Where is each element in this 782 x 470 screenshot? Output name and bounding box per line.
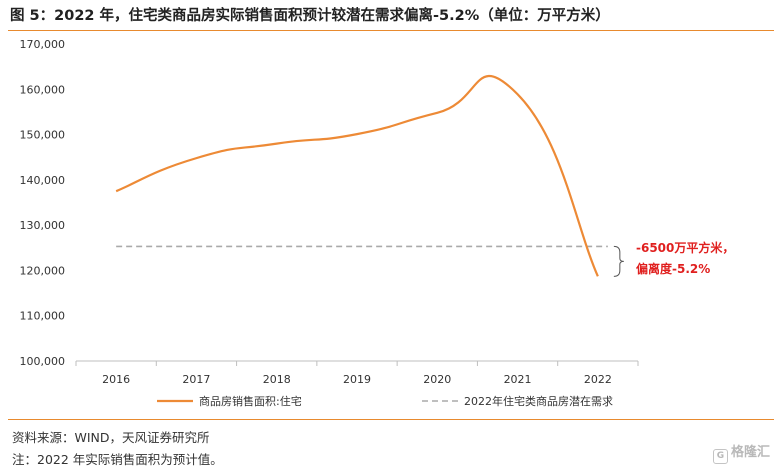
- sales-area-line: [115, 74, 599, 277]
- y-tick-label: 170,000: [20, 38, 66, 51]
- y-tick-label: 140,000: [20, 174, 66, 187]
- y-tick-label: 160,000: [20, 83, 66, 96]
- x-tick-label: 2022: [584, 373, 612, 386]
- x-tick-label: 2021: [504, 373, 532, 386]
- x-tick-label: 2017: [182, 373, 210, 386]
- x-tick-label: 2018: [263, 373, 291, 386]
- source-note: 资料来源：WIND，天风证券研究所: [12, 430, 210, 445]
- footnote: 注：2022 年实际销售面积为预计值。: [12, 452, 223, 467]
- legend-label-sales: 商品房销售面积:住宅: [199, 394, 302, 408]
- gap-bracket: [613, 245, 624, 277]
- y-tick-label: 120,000: [20, 264, 66, 277]
- watermark-logo: G 格隆汇: [712, 441, 770, 464]
- chart-title: 图 5：2022 年，住宅类商品房实际销售面积预计较潜在需求偏离-5.2%（单位…: [10, 8, 610, 24]
- gap-annotation-line2: 偏离度-5.2%: [636, 261, 710, 276]
- y-tick-label: 150,000: [20, 129, 66, 142]
- title-rule: [8, 30, 774, 31]
- x-tick-label: 2019: [343, 373, 371, 386]
- y-tick-label: 110,000: [20, 310, 66, 323]
- watermark-icon: G: [712, 449, 728, 464]
- y-tick-label: 130,000: [20, 219, 66, 232]
- gap-annotation-line1: -6500万平方米，: [636, 240, 734, 255]
- footer-rule: [8, 419, 774, 420]
- y-tick-label: 100,000: [20, 355, 66, 368]
- x-tick-label: 2020: [423, 373, 451, 386]
- watermark-text: 格隆汇: [730, 445, 770, 460]
- x-tick-label: 2016: [102, 373, 130, 386]
- legend-label-demand: 2022年住宅类商品房潜在需求: [464, 394, 613, 408]
- line-chart: 100,000 110,000 120,000 130,000 140,000 150,0…: [20, 38, 735, 408]
